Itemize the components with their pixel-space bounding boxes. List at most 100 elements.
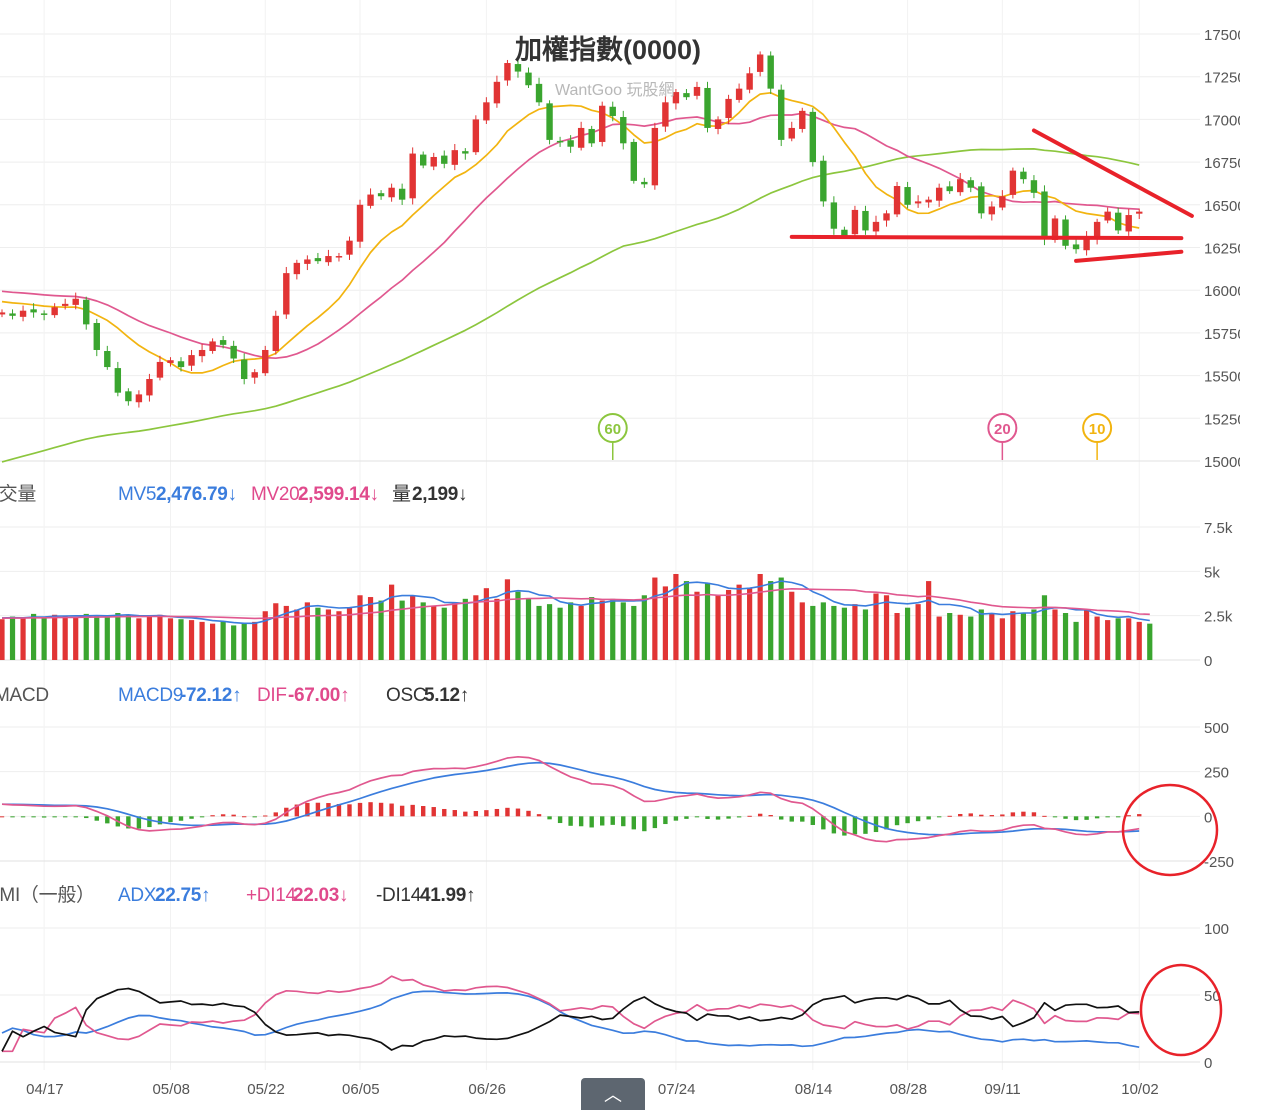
osc-bar <box>947 815 952 817</box>
price-axis-tick-label: 15000 <box>1204 454 1246 471</box>
volume-bar <box>199 621 205 660</box>
dif-value: -67.00↑ <box>288 685 350 706</box>
ma-badge-circle <box>1082 413 1113 443</box>
mv20-value: 2,599.14↓ <box>298 484 379 505</box>
scroll-up-button[interactable]: ︿ <box>581 1078 645 1110</box>
osc-bar <box>31 816 36 818</box>
candle-body <box>61 303 69 306</box>
osc-bar <box>852 816 858 835</box>
mv5-value: 2,476.79↓ <box>156 484 237 505</box>
osc-bar <box>547 816 552 820</box>
date-tick-label: 09/11 <box>984 1081 1020 1098</box>
price-axis-tick-label: 16750 <box>1204 155 1246 172</box>
osc-bar <box>915 816 921 822</box>
candle-body <box>546 103 553 140</box>
candle-body <box>935 187 943 201</box>
osc-bar <box>452 810 457 817</box>
candle-body <box>377 193 385 197</box>
osc-bar <box>694 816 700 818</box>
volume-bar <box>589 597 595 660</box>
osc-bar <box>126 816 131 829</box>
date-tick-label: 05/08 <box>152 1081 190 1098</box>
date-tick-label: 08/14 <box>795 1081 833 1098</box>
candle-body <box>251 372 258 378</box>
dmi-header-label: DMI（一般） <box>0 885 95 906</box>
candle-body <box>914 201 922 204</box>
volume-mv5-line <box>1 580 1150 625</box>
candle-body <box>672 92 680 104</box>
candle-body <box>325 256 332 263</box>
osc-bar <box>157 816 163 825</box>
candle-body <box>1062 219 1069 246</box>
volume-bar <box>957 614 963 660</box>
price-axis-tick-label: 16500 <box>1204 198 1246 215</box>
osc-bar <box>873 816 879 833</box>
macd-axis-tick-label: 250 <box>1204 765 1229 782</box>
volume-bar <box>262 611 268 660</box>
osc-bar <box>989 815 995 817</box>
candle-body <box>19 310 27 317</box>
candle-body <box>1114 212 1122 231</box>
osc-bar <box>821 816 826 830</box>
candle-body <box>409 153 416 199</box>
volume-bar <box>41 617 47 660</box>
volume-bar <box>167 618 174 660</box>
osc-bar <box>568 816 573 826</box>
osc-bar <box>842 816 847 836</box>
osc-bar <box>220 814 226 817</box>
volume-bar <box>1083 609 1090 660</box>
volume-mv20-line <box>1 587 1150 620</box>
volume-bar <box>473 595 479 660</box>
price-axis-tick-label: 17250 <box>1204 70 1246 87</box>
volume-bar <box>220 621 226 660</box>
candle-body <box>967 180 974 188</box>
page-scrollbar[interactable] <box>1240 0 1268 1110</box>
price-axis-tick-label: 16000 <box>1204 283 1246 300</box>
candle-body <box>0 312 6 315</box>
price-axis-tick-label: 17000 <box>1204 112 1246 129</box>
candle-body <box>1083 237 1090 251</box>
volume-bar <box>673 573 679 660</box>
candle-body <box>83 299 90 325</box>
osc-bar <box>294 804 300 817</box>
osc-bar <box>168 816 173 823</box>
volume-bar <box>873 593 879 660</box>
ma-badge-label: 20 <box>994 421 1011 438</box>
candle-body <box>904 187 911 205</box>
volume-bar <box>1052 609 1058 660</box>
ma-badge-label: 10 <box>1089 421 1106 438</box>
osc-bar <box>73 816 78 818</box>
osc-bar <box>105 816 110 824</box>
osc-bar <box>389 803 394 817</box>
osc-bar <box>800 816 805 822</box>
osc-bar <box>357 802 363 817</box>
date-tick-label: 04/17 <box>26 1081 64 1098</box>
volume-bar <box>883 595 890 660</box>
volume-bar <box>367 597 374 660</box>
osc-bar <box>726 816 731 819</box>
candle-body <box>40 313 48 315</box>
osc-bar <box>652 816 658 829</box>
osc-bar <box>431 807 436 817</box>
volume-bar <box>1031 609 1037 660</box>
osc-bar <box>1052 816 1058 818</box>
candle-body <box>156 361 164 378</box>
volume-bar <box>1041 595 1048 660</box>
volume-bar <box>683 581 690 660</box>
volume-bar <box>610 598 616 660</box>
mdi-value: 41.99↑ <box>420 885 476 906</box>
macd-axis-tick-label: -250 <box>1204 854 1234 871</box>
osc-bar <box>536 814 542 817</box>
volume-bar <box>694 591 700 660</box>
volume-bar <box>631 605 637 660</box>
ma-badge-label: 60 <box>604 421 621 438</box>
candle-body <box>841 229 848 236</box>
volume-bar <box>346 607 353 660</box>
macd9-label: MACD9 <box>118 685 184 706</box>
volume-bar <box>947 613 953 660</box>
qty-value: 2,199↓ <box>412 484 468 505</box>
candle-body <box>830 202 838 229</box>
adx-label: ADX <box>118 885 157 906</box>
